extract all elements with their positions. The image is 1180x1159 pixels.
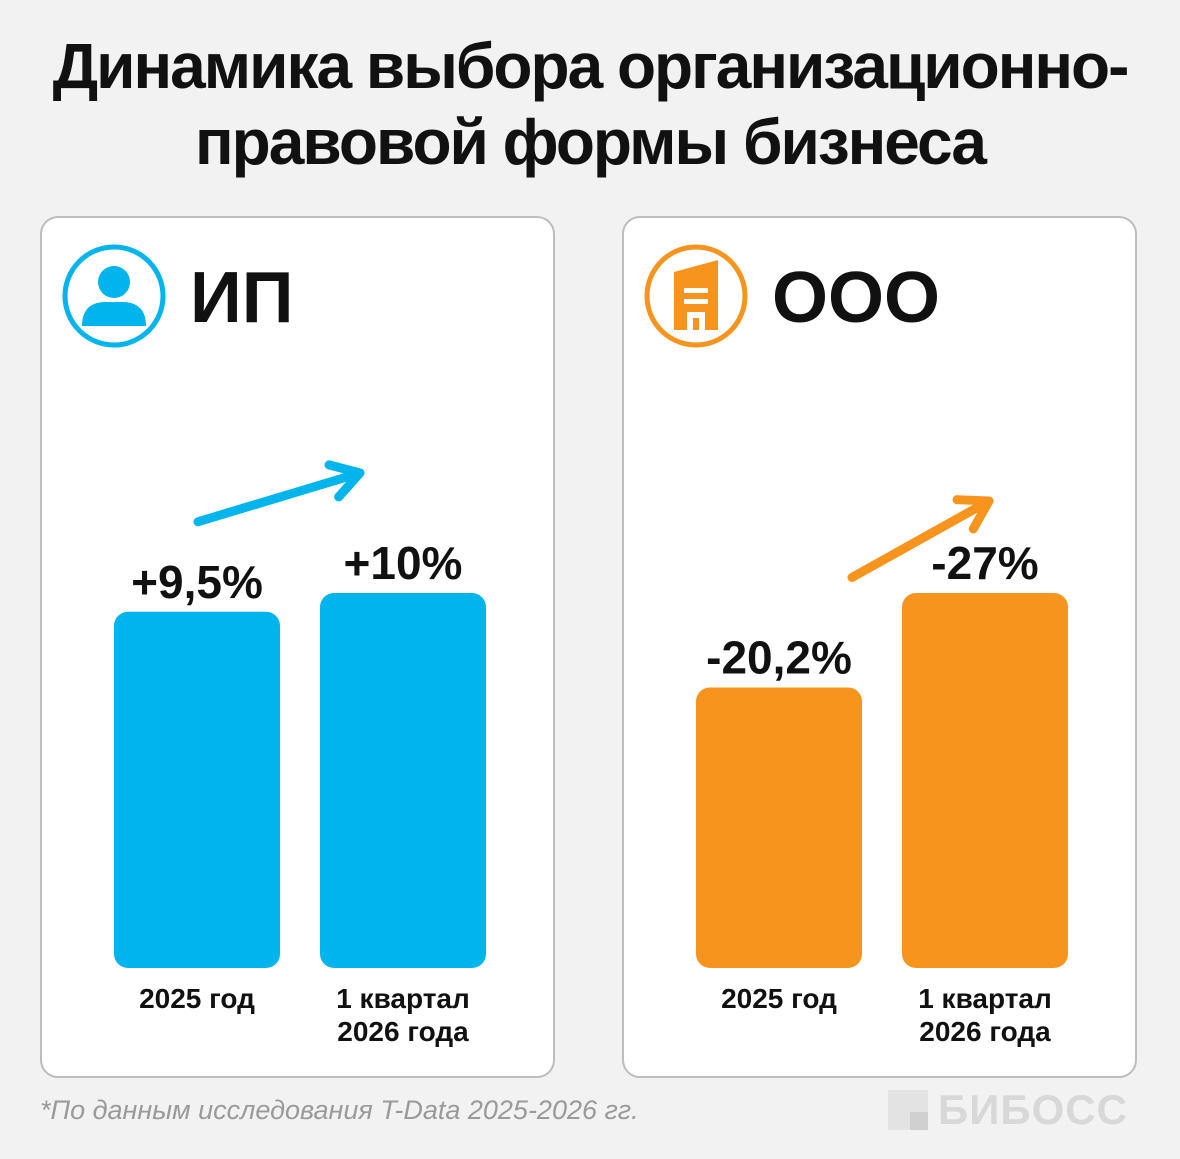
ooo-value-label-1: -27% bbox=[931, 537, 1038, 589]
person-icon bbox=[60, 242, 168, 350]
brand-name: БИБОСС bbox=[938, 1086, 1128, 1133]
ip-category-label-1-0: 1 квартал bbox=[336, 983, 470, 1014]
ooo-bar-1 bbox=[902, 593, 1068, 968]
ooo-category-label-1-1: 2026 года bbox=[919, 1016, 1051, 1047]
ip-value-label-0: +9,5% bbox=[131, 556, 263, 608]
ip-panel-title: ИП bbox=[190, 258, 294, 338]
ip-category-label-1-1: 2026 года bbox=[337, 1016, 469, 1047]
source-footnote: *По данным исследования T-Data 2025-2026… bbox=[40, 1095, 639, 1125]
ip-panel: ИП +9,5% 2025 год +10% 1 квартал 2026 года bbox=[40, 216, 555, 1078]
ip-trend-arrow-icon bbox=[193, 460, 365, 527]
title-line-1: Динамика выбора организационно- bbox=[52, 30, 1130, 102]
ip-bar-0 bbox=[114, 611, 280, 968]
ooo-category-label-0-0: 2025 год bbox=[721, 983, 837, 1014]
brand-mark-icon bbox=[888, 1090, 928, 1130]
ip-value-label-1: +10% bbox=[344, 537, 463, 589]
page-title: Динамика выбора организационно- правовой… bbox=[0, 28, 1180, 180]
ooo-panel-title: ООО bbox=[772, 258, 941, 338]
ooo-category-label-1-0: 1 квартал bbox=[918, 983, 1052, 1014]
brand-logo: БИБОСС bbox=[888, 1086, 1128, 1133]
building-icon bbox=[642, 242, 750, 350]
ip-category-label-0-0: 2025 год bbox=[139, 983, 255, 1014]
title-line-2: правовой формы бизнеса bbox=[195, 106, 987, 178]
ooo-value-label-0: -20,2% bbox=[706, 631, 852, 683]
ooo-panel: ООО -20,2% 2025 год -27% 1 квартал 2026 года bbox=[622, 216, 1137, 1078]
ip-bar-1 bbox=[320, 593, 486, 968]
ooo-bar-0 bbox=[696, 687, 862, 968]
ooo-trend-arrow-icon bbox=[847, 495, 994, 582]
